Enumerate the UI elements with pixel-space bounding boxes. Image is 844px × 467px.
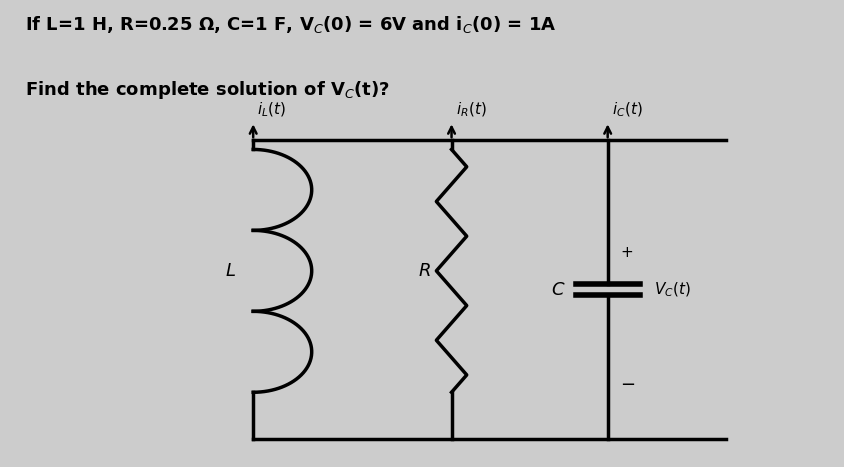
Text: Find the complete solution of V$_C$(t)?: Find the complete solution of V$_C$(t)?	[25, 79, 390, 101]
Text: $i_R(t)$: $i_R(t)$	[456, 101, 486, 119]
Text: If L=1 H, R=0.25 Ω, C=1 F, V$_C$(0) = 6V and i$_C$(0) = 1A: If L=1 H, R=0.25 Ω, C=1 F, V$_C$(0) = 6V…	[25, 14, 557, 35]
Text: $i_L(t)$: $i_L(t)$	[257, 101, 287, 119]
Text: $V_C(t)$: $V_C(t)$	[654, 280, 691, 299]
Text: $-$: $-$	[620, 374, 636, 392]
Text: $C$: $C$	[551, 281, 565, 298]
Text: $+$: $+$	[620, 245, 634, 260]
Text: $L$: $L$	[225, 262, 236, 280]
Text: $R$: $R$	[418, 262, 430, 280]
Text: $i_C(t)$: $i_C(t)$	[612, 101, 642, 119]
